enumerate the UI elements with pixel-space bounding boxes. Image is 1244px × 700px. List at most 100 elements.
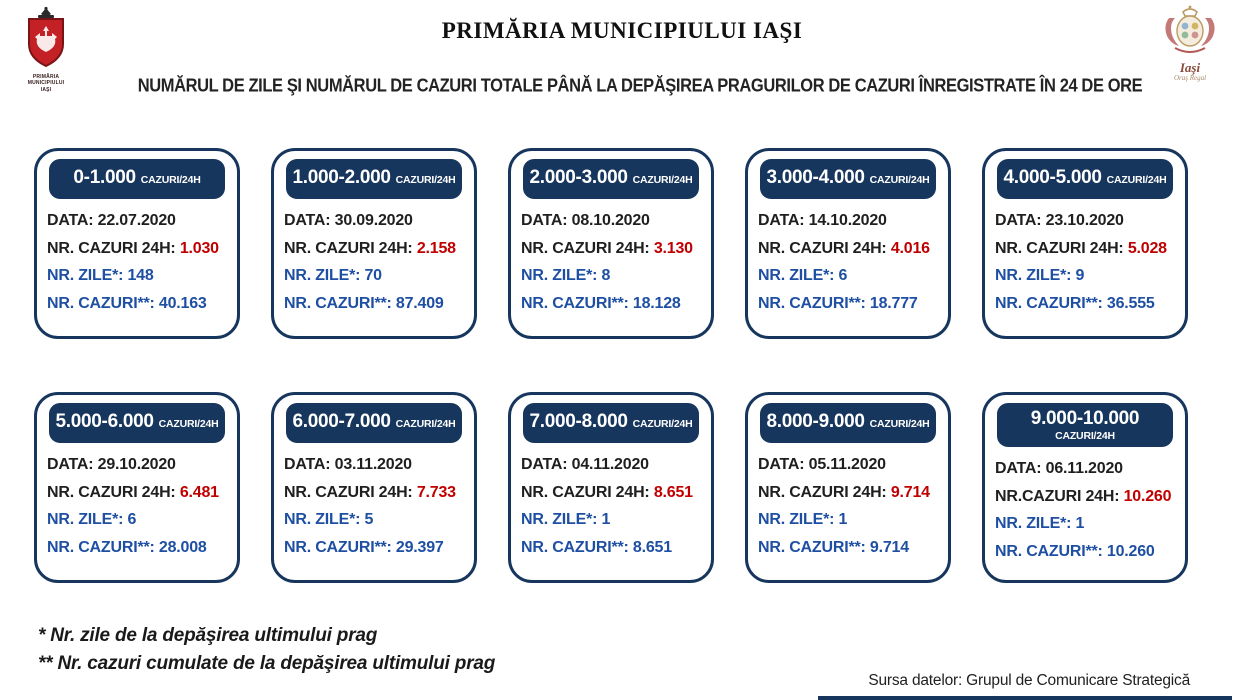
days-label: NR. ZILE*:	[521, 511, 598, 529]
threshold-range-badge: 1.000-2.000 CAZURI/24H	[286, 159, 462, 199]
date-row: DATA: 06.11.2020	[995, 455, 1175, 483]
cumulative-cases-label: NR. CAZURI**:	[758, 538, 866, 556]
threshold-unit: CAZURI/24H	[158, 418, 219, 430]
cases-24h-row: NR. CAZURI 24H: 8.651	[521, 479, 701, 507]
cumulative-cases-row: NR. CAZURI**: 29.397	[284, 534, 464, 562]
date-label: DATA:	[47, 456, 94, 473]
city-coat-of-arms-icon	[28, 6, 64, 68]
cumulative-cases-value: 28.008	[158, 538, 207, 556]
days-row: NR. ZILE*: 1	[995, 510, 1175, 538]
cases-24h-label: NR. CAZURI 24H:	[47, 483, 176, 501]
cases-24h-label: NR. CAZURI 24H:	[284, 483, 413, 501]
cases-24h-row: NR. CAZURI 24H: 5.028	[995, 235, 1175, 263]
date-value: 22.07.2020	[97, 212, 176, 229]
cases-24h-row: NR. CAZURI 24H: 2.158	[284, 235, 464, 263]
date-label: DATA:	[284, 456, 331, 473]
days-value: 1	[1075, 515, 1085, 533]
threshold-unit: CAZURI/24H	[1106, 174, 1167, 186]
page-title: PRIMĂRIA MUNICIPIULUI IAŞI	[441, 18, 803, 43]
days-row: NR. ZILE*: 6	[47, 506, 227, 534]
days-value: 9	[1075, 267, 1085, 285]
days-label: NR. ZILE*:	[284, 511, 361, 529]
date-label: DATA:	[995, 460, 1042, 477]
threshold-range-badge: 9.000-10.000 CAZURI/24H	[997, 403, 1173, 447]
cards-grid: 0-1.000 CAZURI/24H DATA: 22.07.2020 NR. …	[34, 148, 1210, 583]
days-label: NR. ZILE*:	[758, 267, 835, 285]
cases-24h-row: NR. CAZURI 24H: 7.733	[284, 479, 464, 507]
date-row: DATA: 29.10.2020	[47, 451, 227, 479]
coat-caption-line3: IAŞI	[40, 86, 52, 93]
threshold-unit: CAZURI/24H	[632, 174, 693, 186]
days-value: 1	[838, 511, 848, 529]
date-label: DATA:	[995, 212, 1042, 229]
date-row: DATA: 08.10.2020	[521, 207, 701, 235]
days-value: 148	[127, 267, 154, 285]
threshold-range: 2.000-3.000	[529, 167, 628, 188]
cumulative-cases-row: NR. CAZURI**: 8.651	[521, 534, 701, 562]
cumulative-cases-row: NR. CAZURI**: 87.409	[284, 290, 464, 318]
cumulative-cases-label: NR. CAZURI**:	[995, 294, 1103, 312]
days-label: NR. ZILE*:	[995, 515, 1072, 533]
cases-24h-label: NR. CAZURI 24H:	[758, 483, 887, 501]
date-row: DATA: 05.11.2020	[758, 451, 938, 479]
cumulative-cases-value: 18.128	[632, 294, 681, 312]
days-label: NR. ZILE*:	[47, 511, 124, 529]
date-value: 30.09.2020	[334, 212, 413, 229]
days-row: NR. ZILE*: 70	[284, 262, 464, 290]
cases-24h-value: 2.158	[416, 239, 456, 257]
days-value: 1	[601, 511, 611, 529]
date-value: 03.11.2020	[334, 456, 412, 473]
date-value: 04.11.2020	[571, 456, 649, 473]
date-value: 06.11.2020	[1045, 460, 1123, 477]
date-row: DATA: 14.10.2020	[758, 207, 938, 235]
cases-24h-label: NR. CAZURI 24H:	[47, 239, 176, 257]
cases-24h-value: 5.028	[1127, 239, 1167, 257]
threshold-card: 0-1.000 CAZURI/24H DATA: 22.07.2020 NR. …	[34, 148, 240, 339]
date-row: DATA: 23.10.2020	[995, 207, 1175, 235]
threshold-range-badge: 6.000-7.000 CAZURI/24H	[286, 403, 462, 443]
date-value: 05.11.2020	[808, 456, 886, 473]
royal-emblem-caption-sub: Oraş Regal	[1173, 74, 1207, 82]
cumulative-cases-value: 9.714	[869, 538, 909, 556]
threshold-range: 1.000-2.000	[292, 167, 391, 188]
cumulative-cases-value: 40.163	[158, 294, 207, 312]
date-value: 23.10.2020	[1045, 212, 1124, 229]
cumulative-cases-label: NR. CAZURI**:	[995, 542, 1103, 560]
cases-24h-value: 9.714	[890, 483, 930, 501]
threshold-range-badge: 0-1.000 CAZURI/24H	[49, 159, 225, 199]
city-coat-of-arms-caption: PRIMĂRIA MUNICIPIULUI IAŞI	[18, 74, 74, 93]
footnotes: * Nr. zile de la depăşirea ultimului pra…	[38, 622, 495, 677]
threshold-range: 3.000-4.000	[766, 167, 865, 188]
cumulative-cases-row: NR. CAZURI**: 40.163	[47, 290, 227, 318]
cumulative-cases-value: 29.397	[395, 538, 444, 556]
cases-24h-label: NR. CAZURI 24H:	[284, 239, 413, 257]
days-value: 70	[364, 267, 382, 285]
days-value: 6	[838, 267, 848, 285]
cases-24h-label: NR. CAZURI 24H:	[758, 239, 887, 257]
threshold-range-badge: 5.000-6.000 CAZURI/24H	[49, 403, 225, 443]
cases-24h-value: 6.481	[179, 483, 219, 501]
threshold-range: 9.000-10.000	[1030, 408, 1140, 429]
cases-24h-value: 7.733	[416, 483, 456, 501]
days-row: NR. ZILE*: 6	[758, 262, 938, 290]
cases-24h-label: NR. CAZURI 24H:	[521, 239, 650, 257]
threshold-card: 9.000-10.000 CAZURI/24H DATA: 06.11.2020…	[982, 392, 1188, 583]
cumulative-cases-row: NR. CAZURI**: 36.555	[995, 290, 1175, 318]
cumulative-cases-row: NR. CAZURI**: 9.714	[758, 534, 938, 562]
cumulative-cases-row: NR. CAZURI**: 18.777	[758, 290, 938, 318]
date-label: DATA:	[47, 212, 94, 229]
threshold-card: 6.000-7.000 CAZURI/24H DATA: 03.11.2020 …	[271, 392, 477, 583]
cases-24h-label: NR.CAZURI 24H:	[995, 487, 1120, 505]
bottom-accent-bar	[818, 696, 1232, 700]
cumulative-cases-value: 36.555	[1106, 294, 1155, 312]
days-value: 6	[127, 511, 137, 529]
threshold-range: 4.000-5.000	[1003, 167, 1102, 188]
date-label: DATA:	[758, 456, 805, 473]
cases-24h-row: NR.CAZURI 24H: 10.260	[995, 483, 1175, 511]
cumulative-cases-value: 10.260	[1106, 542, 1155, 560]
date-row: DATA: 04.11.2020	[521, 451, 701, 479]
days-label: NR. ZILE*:	[284, 267, 361, 285]
cases-24h-row: NR. CAZURI 24H: 9.714	[758, 479, 938, 507]
threshold-unit: CAZURI/24H	[1055, 430, 1115, 442]
cases-24h-row: NR. CAZURI 24H: 1.030	[47, 235, 227, 263]
